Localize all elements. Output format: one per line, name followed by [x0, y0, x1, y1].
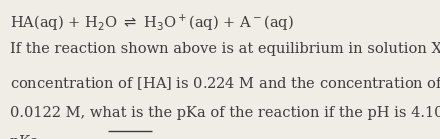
Text: 0.0122 M, what is the pKa of the reaction if the pH is 4.102?: 0.0122 M, what is the pKa of the reactio… — [10, 106, 440, 120]
Text: HA(aq) + H$_2$O $\rightleftharpoons$ H$_3$O$^+$(aq) + A$^-$(aq): HA(aq) + H$_2$O $\rightleftharpoons$ H$_… — [10, 13, 293, 33]
Text: If the reaction shown above is at equilibrium in solution X, the: If the reaction shown above is at equili… — [10, 42, 440, 56]
Text: concentration of [HA] is 0.224 M and the concentration of [A$^-$] is: concentration of [HA] is 0.224 M and the… — [10, 75, 440, 92]
Text: pKa =: pKa = — [10, 135, 60, 139]
